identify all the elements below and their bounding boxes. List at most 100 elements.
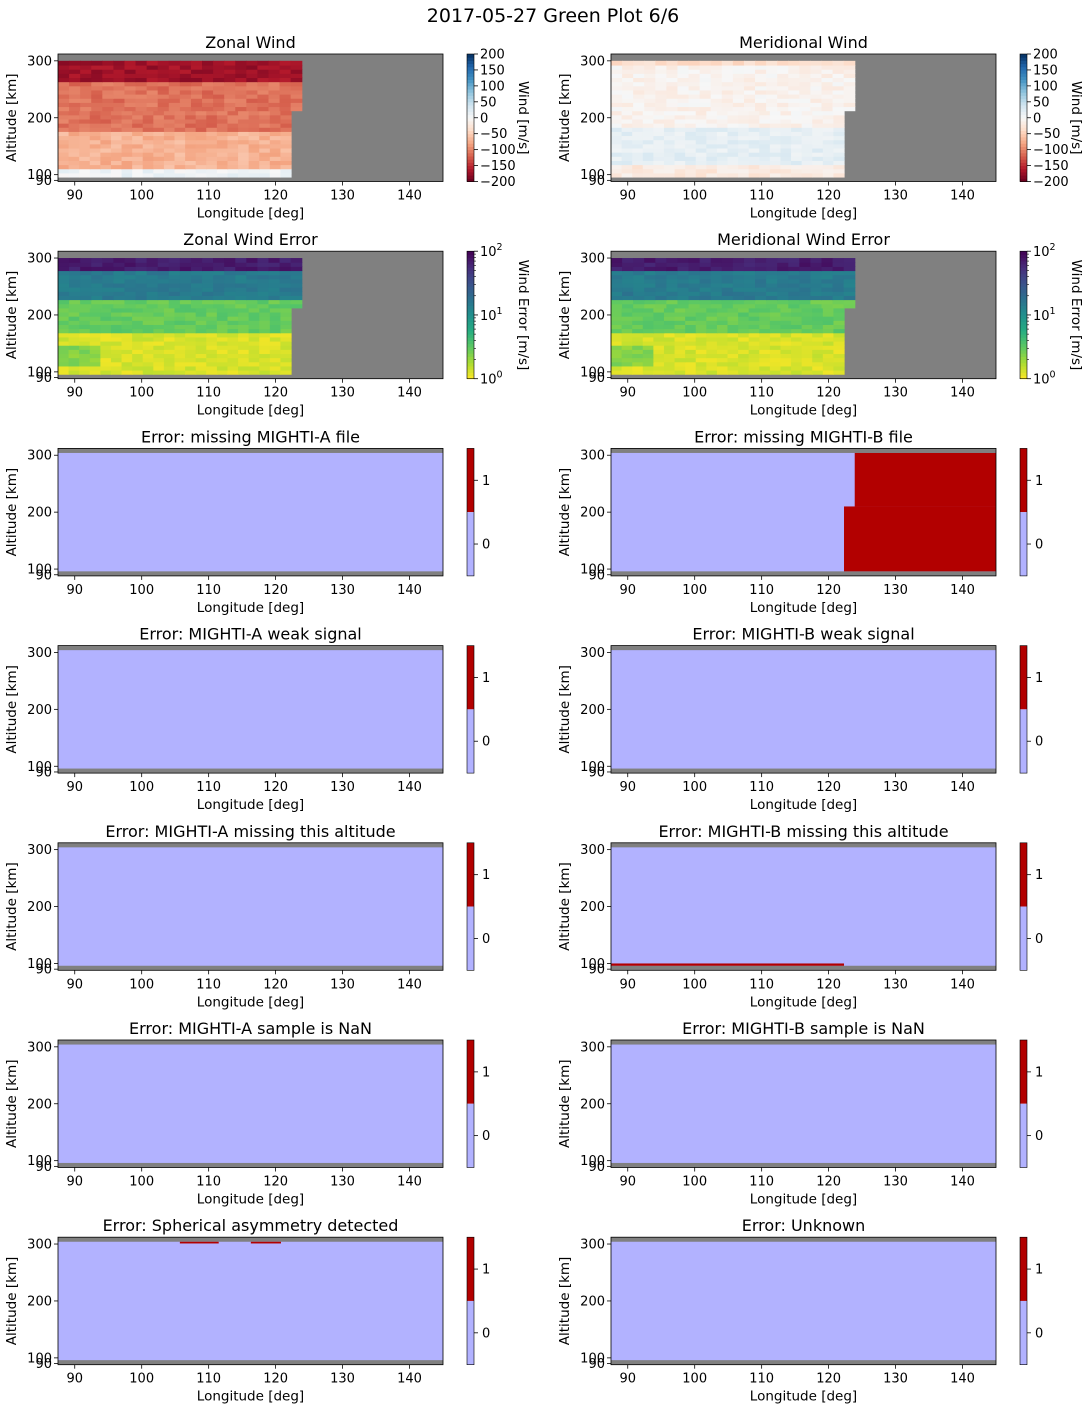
heatmap-cell <box>695 336 707 342</box>
heatmap-cell <box>121 369 133 375</box>
heatmap-cell <box>190 278 203 284</box>
heatmap-cell <box>810 85 823 91</box>
heatmap-cell <box>812 139 824 145</box>
y-axis-label: Altitude [km] <box>557 73 573 162</box>
heatmap-cell <box>121 328 133 334</box>
heatmap-cell <box>174 316 186 321</box>
colorbar-segment <box>467 365 474 370</box>
colorbar-segment <box>1020 302 1027 306</box>
heatmap-cell <box>663 152 676 157</box>
y-tick-label: 300 <box>27 646 52 661</box>
heatmap-cell <box>121 168 133 174</box>
heatmap-cell <box>788 77 800 83</box>
heatmap-cell <box>716 369 729 375</box>
heatmap-cell <box>732 60 745 66</box>
heatmap-cell <box>100 345 112 350</box>
heatmap-cell <box>259 349 271 355</box>
heatmap-cell <box>788 69 800 74</box>
heatmap-cell <box>268 270 281 276</box>
colorbar-segment <box>1020 337 1027 341</box>
heatmap-cell <box>216 340 229 346</box>
heatmap-cell <box>677 262 690 267</box>
heatmap-cell <box>257 77 270 83</box>
heatmap-cell <box>727 320 739 325</box>
heatmap-cell <box>224 81 236 87</box>
heatmap-cell <box>174 123 186 128</box>
heatmap-cell <box>110 324 123 330</box>
heatmap-cell <box>812 328 824 334</box>
heatmap-cell <box>655 262 667 267</box>
heatmap-cell <box>80 266 92 272</box>
heatmap-cell <box>721 64 734 70</box>
heatmap-cell <box>174 332 186 338</box>
heatmap-cell <box>168 106 181 112</box>
heatmap-cell <box>706 123 718 128</box>
heatmap-cell <box>791 156 803 161</box>
heatmap-cell <box>174 131 186 137</box>
x-tick-label: 90 <box>66 977 83 992</box>
x-tick-label: 100 <box>129 1175 154 1190</box>
y-tick-label: 200 <box>580 900 605 915</box>
heatmap-cell <box>632 357 644 363</box>
heatmap-cell <box>248 135 260 141</box>
heatmap-cell <box>812 114 824 120</box>
heatmap-cell <box>132 139 144 145</box>
colorbar-segment <box>467 356 474 361</box>
y-tick-label: 200 <box>27 1097 52 1112</box>
heatmap-cell <box>732 85 745 91</box>
heatmap-cell <box>666 299 679 305</box>
heatmap-cell <box>611 361 623 367</box>
heatmap-cell <box>685 123 697 128</box>
heatmap-cell <box>716 345 729 350</box>
heatmap-cell <box>153 143 165 149</box>
heatmap-cell <box>100 139 112 145</box>
heatmap-cell <box>653 135 665 141</box>
heatmap-cell <box>642 336 654 342</box>
x-tick-label: 140 <box>397 977 422 992</box>
colorbar-tick-label: 1 <box>1035 1065 1043 1080</box>
colorbar-segment <box>1020 130 1027 135</box>
heatmap-cell <box>622 262 634 267</box>
heatmap-cell <box>132 320 144 325</box>
heatmap-cell <box>663 168 676 174</box>
heatmap-cell <box>780 123 792 128</box>
x-tick-label: 140 <box>397 780 422 795</box>
heatmap-cell <box>766 258 778 263</box>
y-tick-label: 200 <box>27 703 52 718</box>
heatmap-cell <box>655 60 667 66</box>
colorbar-segment <box>467 127 474 131</box>
heatmap-cell <box>843 299 856 305</box>
colorbar-segment <box>1020 257 1027 262</box>
y-tick-label: 300 <box>580 54 605 69</box>
heatmap-cell <box>801 123 813 128</box>
heatmap-cell <box>655 258 667 263</box>
heatmap-cell <box>227 311 239 317</box>
y-tick-label: 90 <box>588 568 605 583</box>
heatmap-cell <box>157 73 170 79</box>
heatmap-cell <box>832 270 845 276</box>
y-tick-label: 100 <box>27 1154 52 1169</box>
colorbar-tick-label: 1 <box>482 671 490 686</box>
heatmap-cell <box>832 303 845 309</box>
heatmap-cell <box>257 89 270 95</box>
heatmap-cell <box>622 106 634 112</box>
y-axis-label: Altitude [km] <box>4 73 20 162</box>
heatmap-cell <box>721 299 734 305</box>
heatmap-cell <box>780 164 792 170</box>
heatmap-cell <box>185 369 197 375</box>
heatmap-cell <box>727 340 739 346</box>
heatmap-cell <box>280 139 292 145</box>
heatmap-cell <box>185 118 197 124</box>
heatmap-cell <box>142 353 154 359</box>
x-tick-label: 110 <box>749 1175 774 1190</box>
heatmap-cell <box>755 270 767 276</box>
heatmap-cell <box>721 266 734 272</box>
heatmap-cell <box>695 127 707 132</box>
heatmap-cell <box>121 135 133 141</box>
heatmap-cell <box>632 307 644 313</box>
heatmap-cell <box>202 102 214 108</box>
heatmap-cell <box>780 139 792 145</box>
panel-title: Error: MIGHTI-A missing this altitude <box>105 822 395 841</box>
heatmap-cell <box>202 291 214 296</box>
heatmap-cell <box>153 311 165 317</box>
